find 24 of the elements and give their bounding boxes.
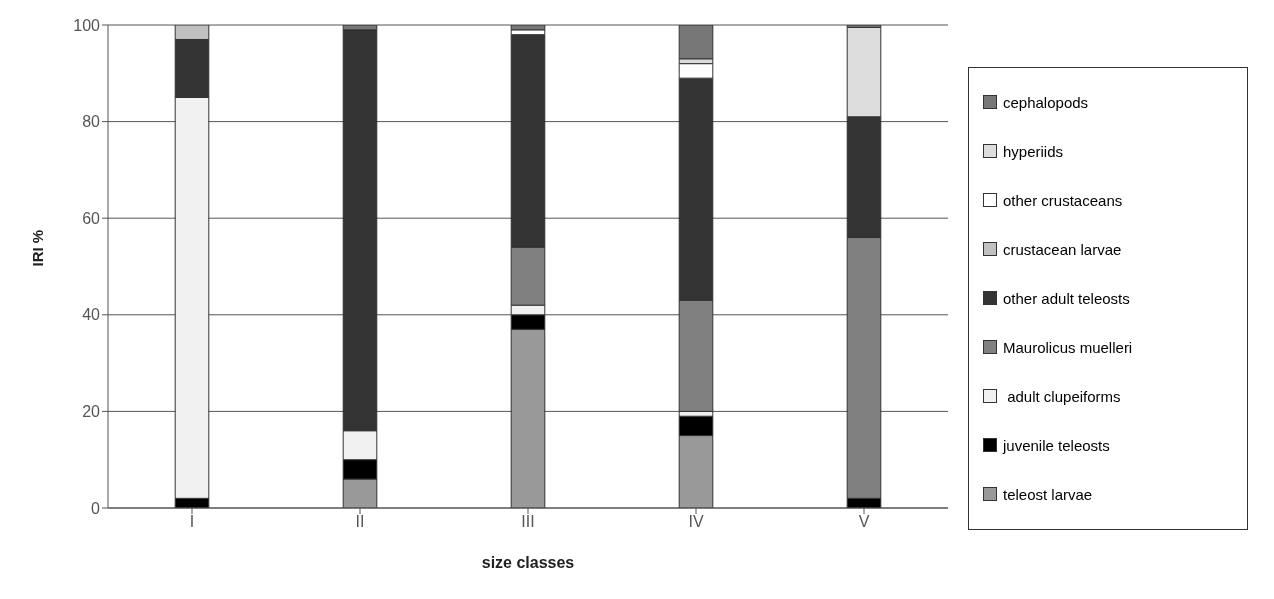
legend-label: other adult teleosts <box>1003 289 1130 307</box>
legend-label: juvenile teleosts <box>1003 436 1110 454</box>
y-tick-label: 20 <box>82 403 101 421</box>
bar <box>510 25 546 31</box>
legend-label: hyperiids <box>1003 142 1064 160</box>
legend-label: Maurolicus muelleri <box>1003 338 1133 356</box>
x-tick-label: IV <box>688 513 704 531</box>
legend-label: teleost larvae <box>1003 485 1093 503</box>
y-tick-label: 60 <box>82 209 101 227</box>
y-tick-label: 80 <box>82 113 101 131</box>
y-axis-title: IRI % <box>29 229 47 267</box>
legend-label: cephalopods <box>1003 93 1089 111</box>
y-tick-label: 0 <box>91 499 101 517</box>
x-tick-label: V <box>858 513 870 531</box>
x-tick-label: I <box>189 513 195 531</box>
y-tick-label: 40 <box>82 306 101 324</box>
bar <box>678 25 714 60</box>
x-tick-label: II <box>355 513 365 531</box>
legend-label: adult clupeiforms <box>1006 387 1121 405</box>
x-axis-title: size classes <box>481 554 575 571</box>
legend-label: crustacean larvae <box>1003 240 1122 258</box>
legend-label: other crustaceans <box>1003 191 1123 209</box>
y-tick-label: 100 <box>73 16 101 34</box>
x-tick-label: III <box>521 513 535 531</box>
